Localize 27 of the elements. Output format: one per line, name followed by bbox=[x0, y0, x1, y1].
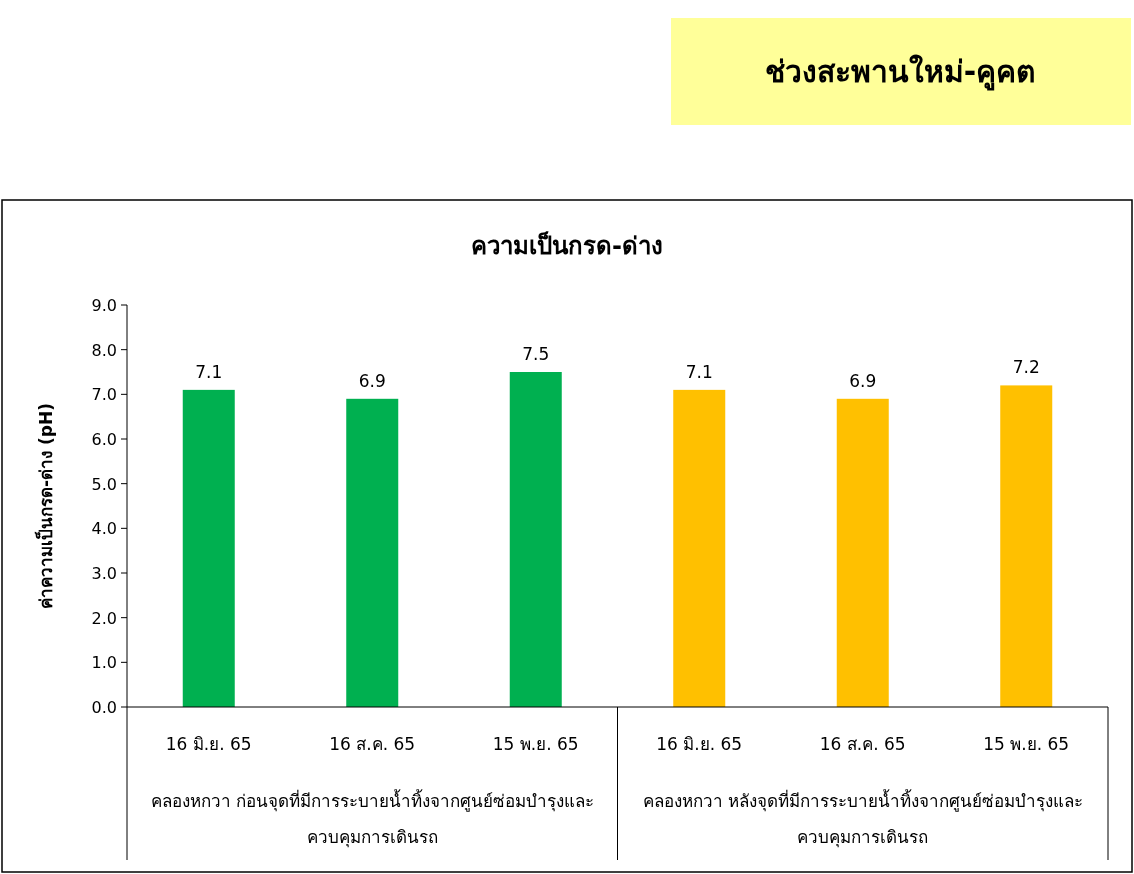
heading: ช่วงสะพานใหม่-คูคต bbox=[671, 18, 1131, 125]
x-tick-label: 16 ส.ค. 65 bbox=[329, 734, 416, 754]
chart-title: ความเป็นกรด-ด่าง bbox=[471, 231, 663, 260]
y-tick-label: 6.0 bbox=[91, 430, 117, 449]
y-tick-label: 4.0 bbox=[91, 519, 117, 539]
y-tick-label: 0.0 bbox=[91, 698, 117, 717]
x-tick-label: 16 มิ.ย. 65 bbox=[656, 734, 743, 754]
data-label: 7.1 bbox=[685, 361, 713, 382]
data-label: 7.2 bbox=[1012, 357, 1040, 378]
data-label: 6.9 bbox=[358, 370, 386, 391]
text: คลองหกวา ก่อนจุดที่มีการระบายน้ำทิ้งจากศูนย์ซ่อมบำรุงและ ควบคุมการเดินรถ bbox=[150, 789, 594, 848]
y-axis-title: ค่าความเป็นกรด-ด่าง (pH) bbox=[34, 403, 56, 609]
x-tick-label: 16 มิ.ย. 65 bbox=[165, 734, 252, 754]
x-tick-label: 16 ส.ค. 65 bbox=[819, 734, 906, 754]
y-tick-label: 8.0 bbox=[91, 340, 117, 360]
y-tick-label: 7.0 bbox=[91, 385, 117, 405]
x-tick-label: 15 พ.ย. 65 bbox=[983, 734, 1070, 754]
y-tick-label: 1.0 bbox=[91, 653, 117, 673]
y-tick-label: 2.0 bbox=[91, 608, 117, 628]
data-label: 7.5 bbox=[522, 344, 550, 364]
data-label: 6.9 bbox=[849, 370, 877, 391]
y-tick-label: 5.0 bbox=[91, 474, 117, 494]
x-tick-label: 15 พ.ย. 65 bbox=[492, 734, 579, 754]
text: คลองหกวา หลังจุดที่มีการระบายน้ำทิ้งจากศูนย์ซ่อมบำรุงและ ควบคุมการเดินรถ bbox=[642, 789, 1083, 848]
data-label: 7.1 bbox=[195, 361, 223, 382]
y-tick-label: 9.0 bbox=[91, 296, 117, 315]
y-tick-label: 3.0 bbox=[91, 564, 117, 583]
